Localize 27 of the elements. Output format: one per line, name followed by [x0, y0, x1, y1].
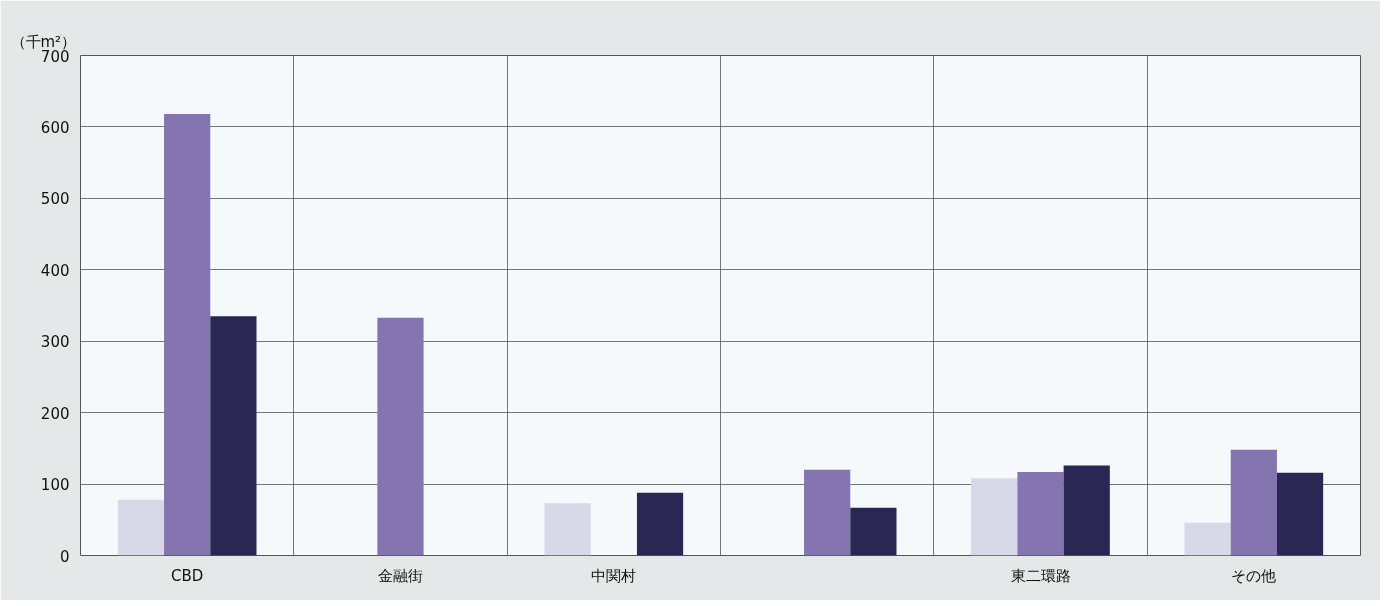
bar: [117, 499, 165, 556]
bar: [971, 478, 1018, 556]
bar: [544, 503, 591, 556]
x-tick-label: 東二環路: [1010, 566, 1071, 585]
y-tick-label: 600: [40, 118, 70, 137]
bar: [1063, 465, 1110, 556]
y-tick-label: 200: [40, 404, 70, 423]
bar: [636, 492, 684, 556]
bar: [377, 317, 424, 556]
bar: [804, 469, 851, 556]
y-axis-title: （千m²）: [10, 32, 77, 51]
bar: [1230, 449, 1277, 556]
bar: [850, 507, 897, 556]
y-tick-label: 0: [59, 547, 70, 566]
x-tick-label: その他: [1231, 566, 1277, 585]
x-tick-label: CBD: [171, 566, 204, 585]
y-tick-label: 500: [40, 190, 70, 209]
bar: [1184, 522, 1231, 556]
bar: [1017, 471, 1064, 556]
y-tick-label: 100: [40, 476, 70, 495]
x-tick-label: 中関村: [591, 566, 637, 585]
bar: [210, 316, 257, 556]
bar: [164, 114, 211, 556]
y-tick-label: 300: [40, 333, 70, 352]
y-tick-label: 400: [40, 261, 70, 280]
x-tick-label: 金融街: [378, 566, 423, 585]
bar: [1276, 472, 1324, 556]
